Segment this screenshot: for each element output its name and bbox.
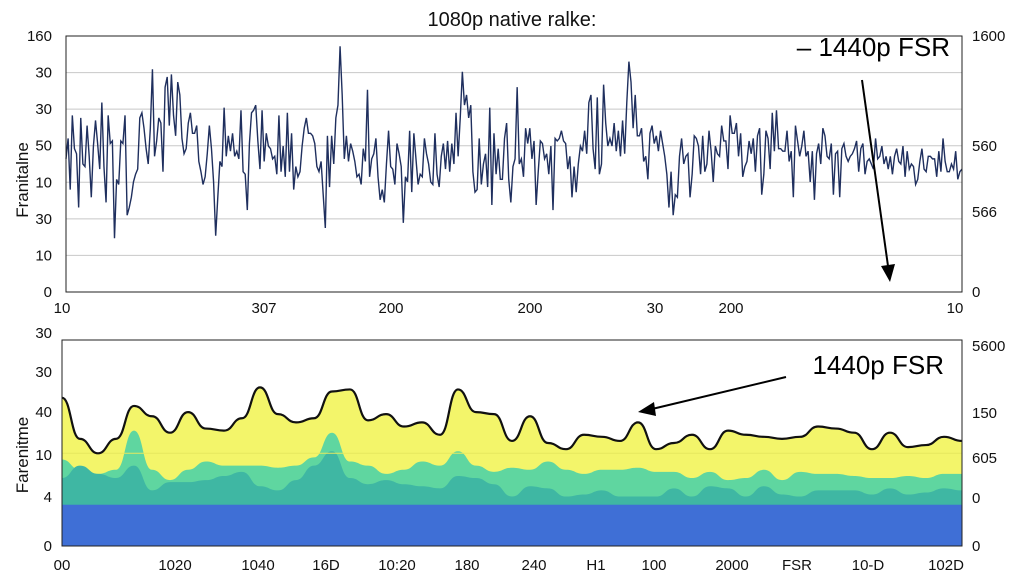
top-y-tick-left: 160 <box>27 28 52 45</box>
bottom-x-tick: 2000 <box>715 557 748 574</box>
top-annotation-label: – 1440p FSR <box>797 32 950 62</box>
top-x-ticks: 10 307 200 200 30 200 10 <box>54 300 964 317</box>
bottom-y-ticks-right: 5600 150 605 0 0 <box>972 338 1005 555</box>
bottom-x-tick: 1020 <box>158 557 191 574</box>
bottom-y-tick-left: 30 <box>35 364 52 381</box>
bottom-annotation-arrowhead <box>638 402 656 416</box>
bottom-x-tick: 16D <box>312 557 340 574</box>
top-y-tick-right: 566 <box>972 204 997 221</box>
top-y-tick-right: 0 <box>972 284 980 301</box>
bottom-x-ticks: 00 1020 1040 16D 10:20 180 240 H1 100 2000 FSR 10-D… <box>54 557 964 574</box>
top-y-tick-left: 0 <box>44 284 52 301</box>
bottom-y-tick-left: 30 <box>35 325 52 342</box>
top-annotation-arrowhead <box>881 264 895 282</box>
bottom-x-tick: 10:20 <box>378 557 416 574</box>
top-y-tick-right: 560 <box>972 138 997 155</box>
bottom-annotation-arrow <box>651 376 787 410</box>
top-x-tick: 200 <box>378 300 403 317</box>
bottom-annotation-label: 1440p FSR <box>812 350 944 380</box>
bottom-x-tick: 180 <box>454 557 479 574</box>
top-annotation-arrow <box>861 79 889 267</box>
top-series-line <box>65 46 963 239</box>
bottom-y-tick-left: 40 <box>35 404 52 421</box>
bottom-y-tick-right: 5600 <box>972 338 1005 355</box>
bottom-x-tick: H1 <box>586 557 605 574</box>
bottom-y-tick-right-extra: 0 <box>972 538 980 555</box>
top-y-tick-left: 50 <box>35 138 52 155</box>
bottom-area-blue <box>62 504 962 546</box>
top-chart-title: 1080p native ralke: <box>427 9 596 31</box>
top-chart: 1080p native ralke: Franitalne 160 30 30 50… <box>13 9 1005 317</box>
bottom-y-tick-left: 0 <box>44 538 52 555</box>
top-y-tick-right: 1600 <box>972 28 1005 45</box>
bottom-x-tick: 00 <box>54 557 71 574</box>
bottom-y-tick-left: 4 <box>44 489 52 506</box>
bottom-y-tick-right: 605 <box>972 450 997 467</box>
top-y-ticks-left: 160 30 30 50 10 30 10 0 <box>27 28 52 301</box>
top-x-tick: 10 <box>54 300 71 317</box>
top-x-tick: 30 <box>647 300 664 317</box>
bottom-x-tick: 1040 <box>241 557 274 574</box>
bottom-y-axis-label: Farenitme <box>13 417 32 494</box>
top-plot-frame <box>65 35 963 293</box>
top-y-tick-left: 10 <box>35 247 52 264</box>
top-x-tick: 10 <box>947 300 964 317</box>
top-x-tick: 307 <box>251 300 276 317</box>
bottom-y-tick-right: 150 <box>972 405 997 422</box>
top-y-tick-left: 30 <box>35 211 52 228</box>
bottom-x-tick: 10-D <box>852 557 885 574</box>
top-y-tick-left: 30 <box>35 65 52 82</box>
bottom-x-tick: 100 <box>641 557 666 574</box>
top-x-tick: 200 <box>517 300 542 317</box>
bottom-plot-frame <box>61 339 963 547</box>
bottom-y-tick-left: 10 <box>35 447 52 464</box>
bottom-area-bands <box>62 387 962 546</box>
bottom-y-tick-right: 0 <box>972 490 980 507</box>
top-y-ticks-right: 1600 560 566 0 <box>972 28 1005 301</box>
bottom-outline-line <box>61 386 963 455</box>
top-y-tick-left: 10 <box>35 174 52 191</box>
top-x-tick: 200 <box>718 300 743 317</box>
bottom-x-tick: FSR <box>782 557 812 574</box>
bottom-x-tick: 240 <box>521 557 546 574</box>
bottom-x-tick: 102D <box>928 557 964 574</box>
top-y-tick-left: 30 <box>35 101 52 118</box>
top-y-axis-label: Franitalne <box>13 142 32 218</box>
